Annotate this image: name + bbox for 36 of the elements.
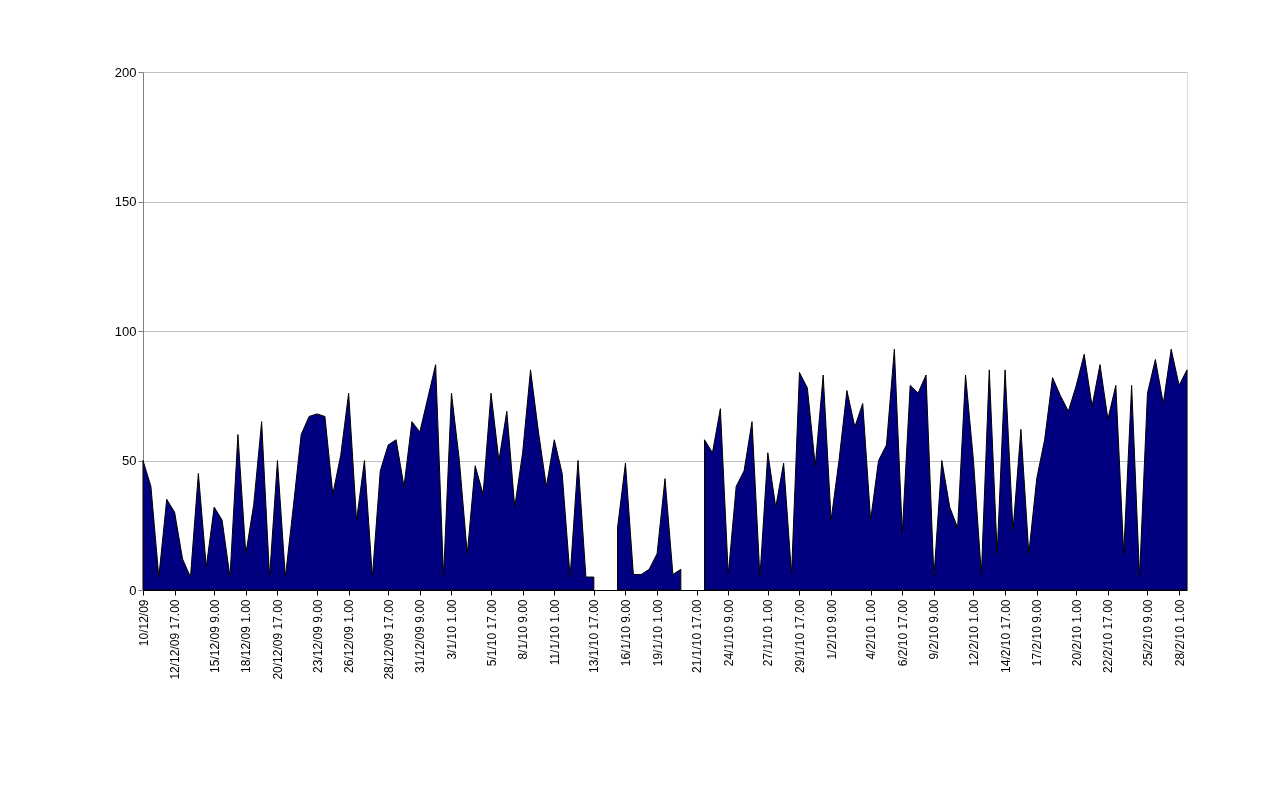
x-tick-label: 29/1/10 17.00 bbox=[792, 599, 807, 673]
x-tick-label: 25/2/10 9.00 bbox=[1140, 599, 1155, 667]
x-tick-label: 14/2/10 17.00 bbox=[998, 599, 1013, 673]
x-tick-label: 23/12/09 9.00 bbox=[310, 599, 325, 673]
x-tick-label: 4/2/10 1.00 bbox=[864, 599, 879, 660]
x-tick-label: 18/12/09 1.00 bbox=[239, 599, 254, 673]
x-tick-label: 20/12/09 17.00 bbox=[270, 599, 285, 680]
x-tick-label: 11/1/10 1.00 bbox=[547, 599, 562, 666]
x-tick-label: 16/1/10 9.00 bbox=[618, 599, 633, 667]
y-tick-label: 150 bbox=[114, 194, 137, 209]
x-tick-label: 28/2/10 1.00 bbox=[1172, 599, 1187, 667]
x-tick-label: 26/12/09 1.00 bbox=[342, 599, 357, 673]
y-tick-label: 50 bbox=[122, 453, 137, 468]
x-tick-label: 3/1/10 1.00 bbox=[444, 599, 459, 660]
y-tick-label: 0 bbox=[129, 582, 137, 598]
x-tick-label: 19/1/10 1.00 bbox=[650, 599, 665, 667]
x-tick-label: 22/2/10 17.00 bbox=[1101, 599, 1116, 673]
x-tick-label: 10/12/09 bbox=[136, 599, 151, 647]
x-tick-label: 5/1/10 17.00 bbox=[484, 599, 499, 667]
x-tick-label: 20/2/10 1.00 bbox=[1069, 599, 1084, 667]
x-tick-label: 6/2/10 17.00 bbox=[895, 599, 910, 667]
x-tick-label: 24/1/10 9.00 bbox=[721, 599, 736, 667]
x-tick-label: 8/1/10 9.00 bbox=[516, 599, 531, 660]
x-tick-label: 9/2/10 9.00 bbox=[927, 599, 942, 660]
x-tick-label: 12/2/10 1.00 bbox=[966, 599, 981, 667]
x-tick-label: 17/2/10 9.00 bbox=[1030, 599, 1045, 667]
y-tick-label: 100 bbox=[114, 323, 137, 339]
x-tick-label: 12/12/09 17.00 bbox=[168, 599, 183, 680]
x-tick-label: 28/12/09 17.00 bbox=[381, 599, 396, 680]
x-tick-label: 15/12/09 9.00 bbox=[207, 599, 222, 673]
x-tick-label: 27/1/10 1.00 bbox=[761, 599, 776, 667]
x-tick-label: 21/1/10 17.00 bbox=[690, 599, 705, 673]
x-tick-label: 13/1/10 17.00 bbox=[587, 599, 602, 673]
x-tick-label: 31/12/09 9.00 bbox=[413, 599, 428, 673]
x-tick-label: 1/2/10 9.00 bbox=[824, 599, 839, 660]
y-tick-label: 200 bbox=[114, 64, 137, 80]
